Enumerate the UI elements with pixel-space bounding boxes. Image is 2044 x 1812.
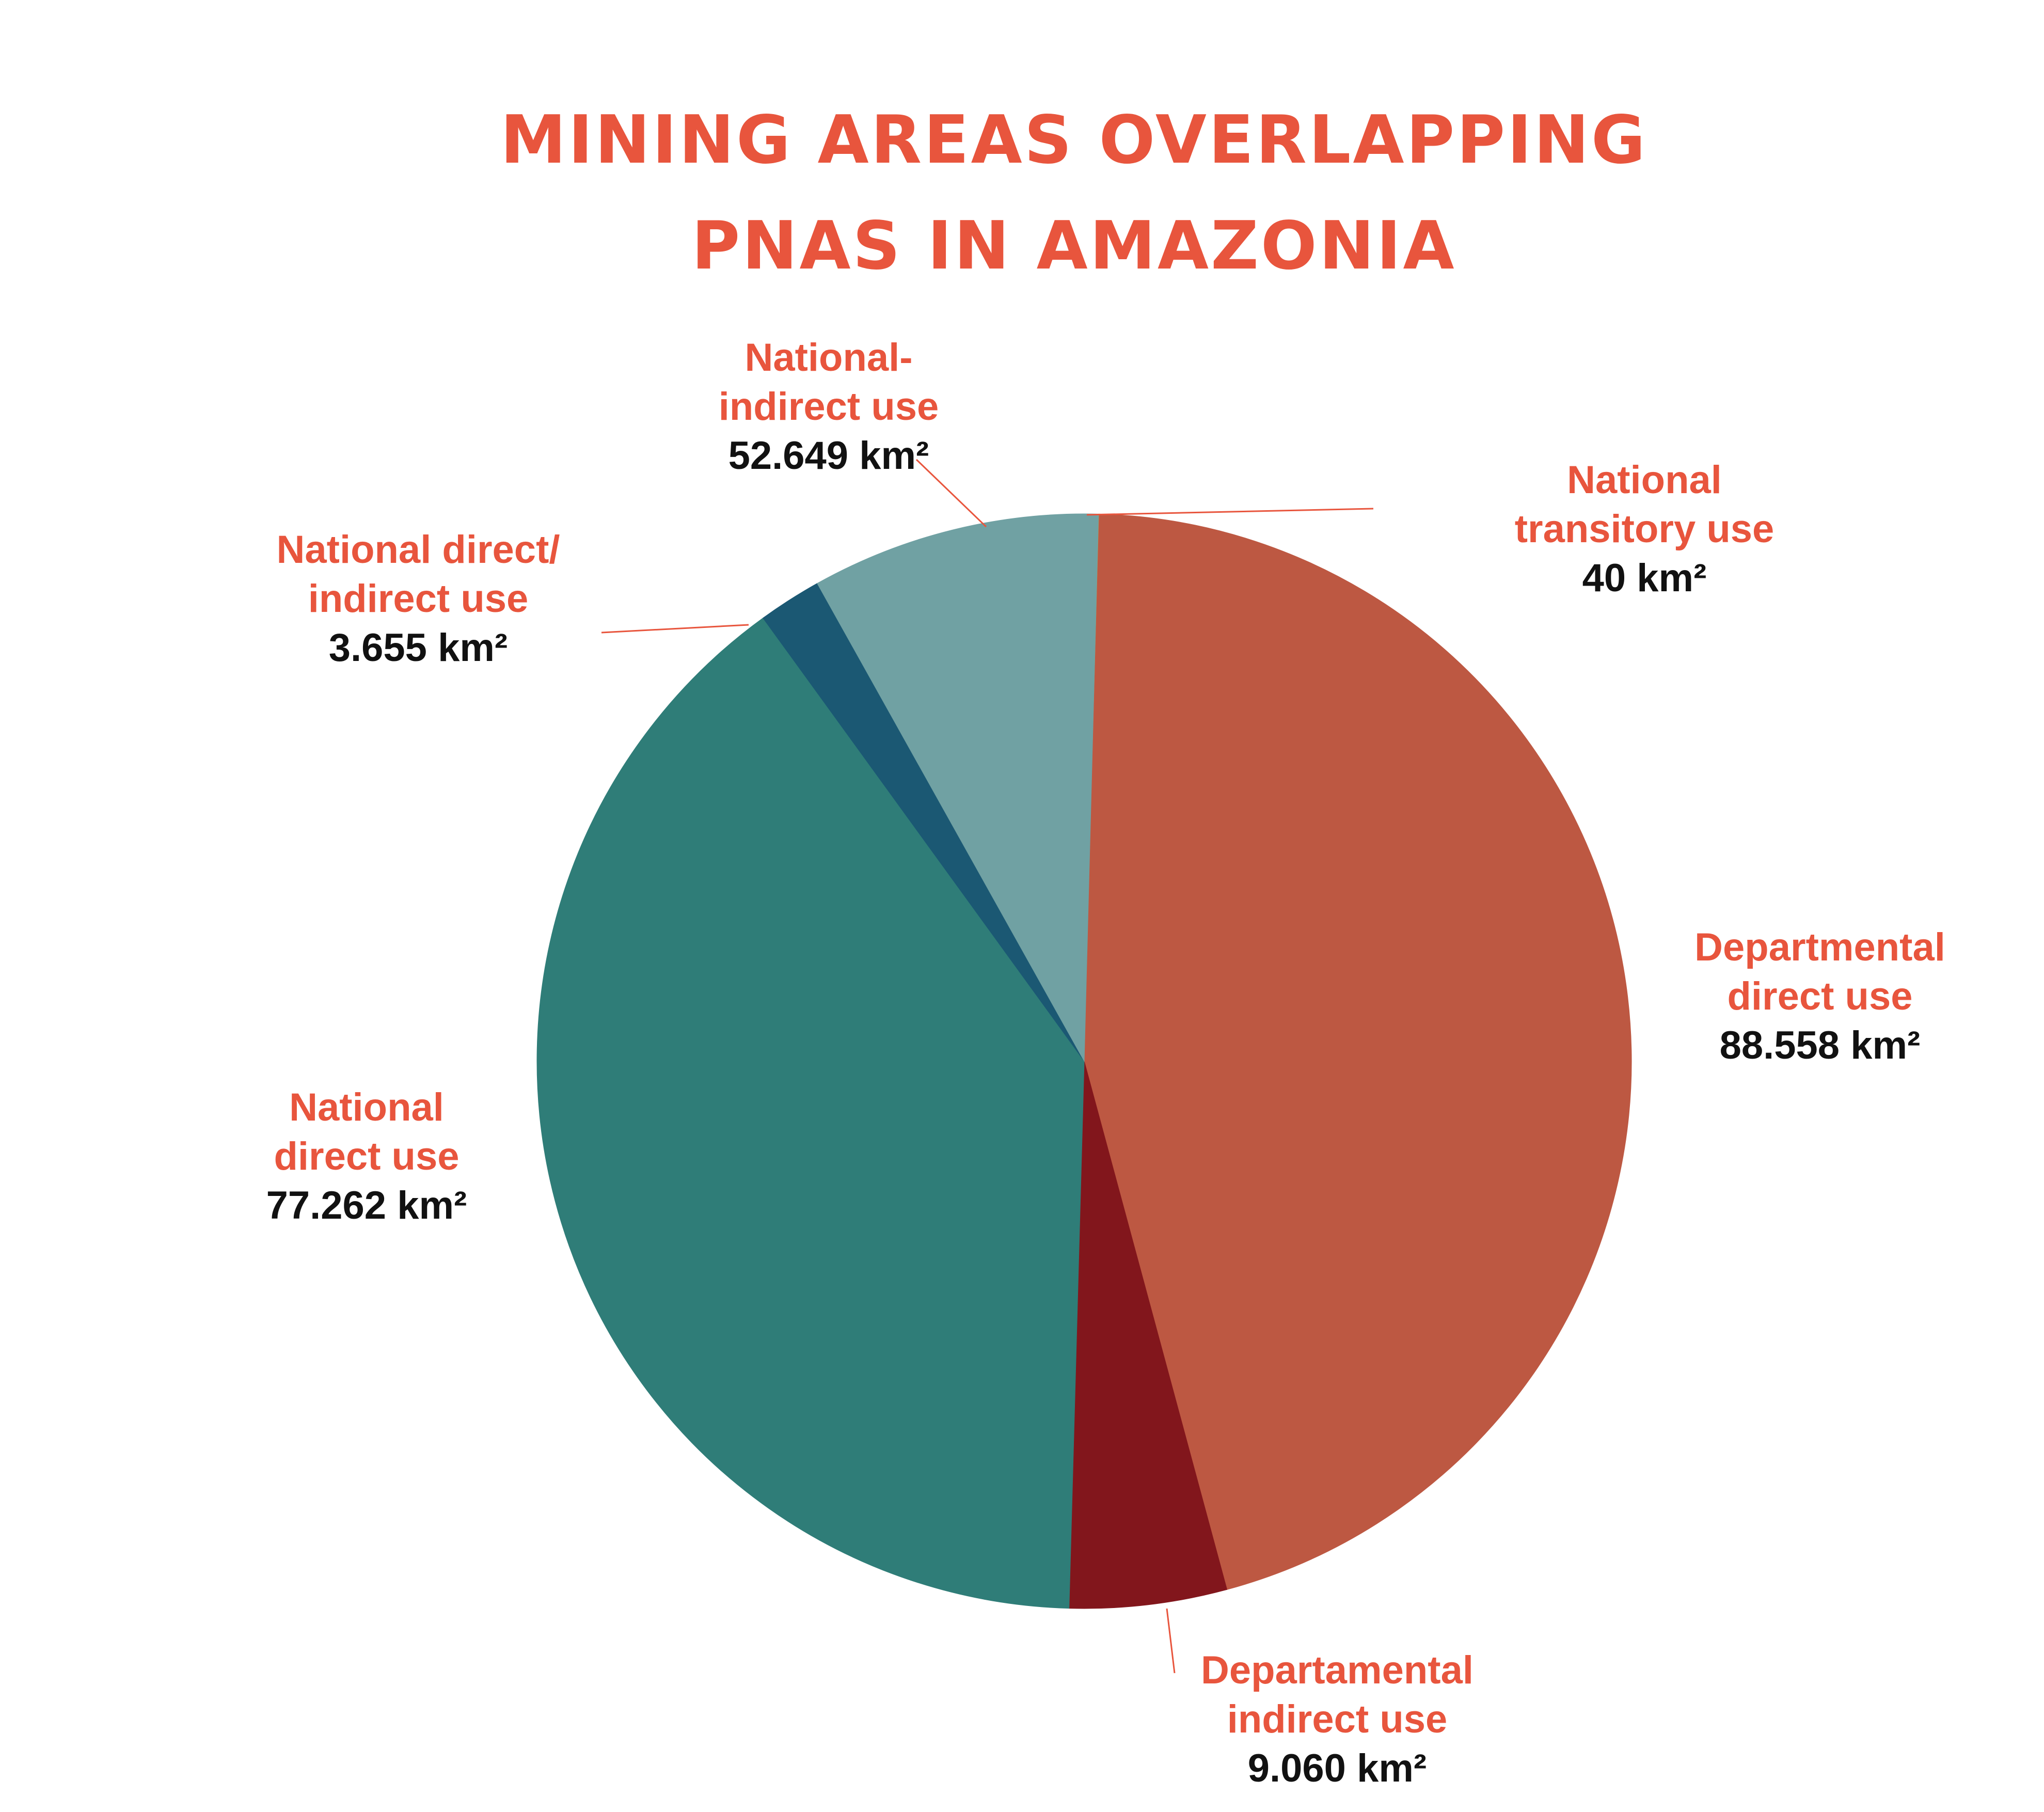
slice-label-name: indirect use [1227,1697,1448,1741]
leader-line [601,624,749,634]
chart-title: MINING AREAS OVERLAPPING PNAS IN AMAZONIA [500,102,1647,285]
slice-label-name: indirect use [719,385,939,429]
slice-label-name: National- [744,336,912,380]
slice-label: National direct use 77.262 km² [266,1085,467,1227]
leader-line [1166,1608,1176,1674]
slice-label-name: transitory use [1515,507,1774,551]
slice-label-value: 9.060 km² [1248,1746,1427,1790]
slice-label-name: indirect use [308,577,529,621]
pie-slices [536,513,1632,1609]
pie-slice [1069,1061,1228,1609]
leader-lines [601,459,1374,1674]
slice-label: Departamental indirect use 9.060 km² [1201,1648,1473,1790]
pie-slice [536,618,1085,1609]
slice-label-value: 3.655 km² [329,626,508,670]
slice-label-name: direct use [274,1135,459,1178]
slice-label-value: 52.649 km² [728,434,929,478]
pie-slice [1084,513,1632,1590]
slice-label-name: Departamental [1201,1648,1473,1692]
slice-label-value: 40 km² [1582,556,1707,600]
slice-labels: National transitory use 40 km² Departmental… [266,336,1945,1790]
chart-title-line: MINING AREAS OVERLAPPING [500,102,1647,179]
leader-line [915,459,987,528]
slice-label-name: Departmental [1694,925,1945,969]
chart-title-line: PNAS IN AMAZONIA [692,208,1456,285]
slice-label: National direct/indirect use 3.655 km² [277,528,560,670]
slice-label-name: direct use [1727,974,1912,1018]
leader-line [1086,508,1374,516]
slice-label: Departmental direct use 88.558 km² [1694,925,1945,1067]
slice-label: National transitory use 40 km² [1515,458,1774,600]
pie-slice [817,513,1099,1062]
slice-label: National-indirect use 52.649 km² [719,336,939,478]
slice-label-value: 77.262 km² [266,1184,467,1227]
slice-label-name: National [289,1085,444,1129]
slice-label-value: 88.558 km² [1720,1023,1921,1067]
slice-label-name: National [1567,458,1722,502]
slice-label-name: National direct/ [277,528,560,572]
